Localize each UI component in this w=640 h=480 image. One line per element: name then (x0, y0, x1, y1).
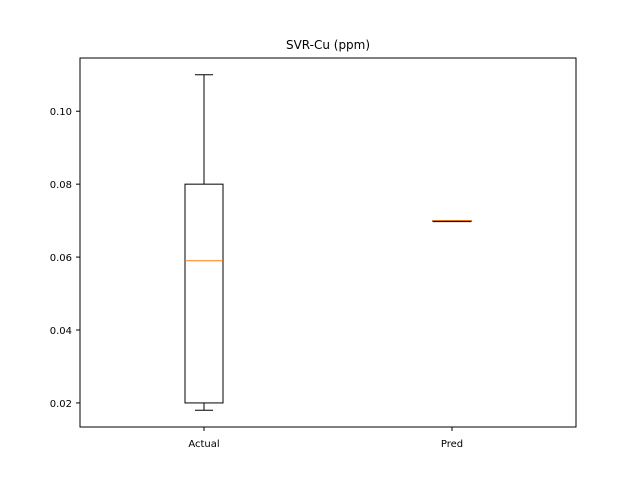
y-tick-label: 0.02 (50, 399, 72, 410)
chart-title: SVR-Cu (ppm) (286, 38, 370, 52)
y-tick-label: 0.10 (50, 107, 72, 118)
box (184, 183, 224, 404)
y-tick-label: 0.04 (50, 326, 72, 337)
plot-area: 0.02 0.04 0.06 0.08 0.10 Actual Pred (50, 74, 472, 450)
y-tick-label: 0.06 (50, 253, 72, 264)
axes-frame (79, 57, 577, 428)
x-tick-label: Pred (441, 439, 463, 450)
x-tick-label: Actual (188, 439, 219, 450)
y-tick-label: 0.08 (50, 180, 72, 191)
